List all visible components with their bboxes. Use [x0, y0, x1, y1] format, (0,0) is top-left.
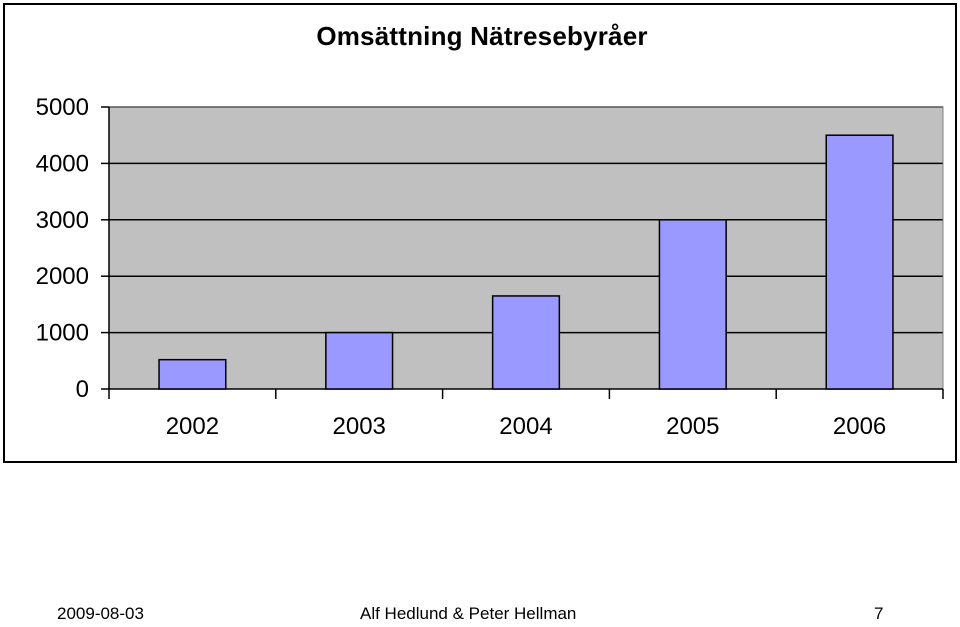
bar-2006 [825, 134, 894, 390]
x-tick-label: 2004 [499, 413, 552, 440]
footer-date: 2009-08-03 [57, 604, 144, 623]
y-tick-label: 5000 [36, 94, 89, 121]
bar-chart: 0 1000 2000 3000 4000 5000 2002 2003 2004 2005 200… [36, 94, 944, 440]
x-tick-label: 2005 [666, 413, 719, 440]
x-tick-label: 2006 [833, 413, 886, 440]
chart-frame: Omsättning Nätresebyråer 0 1000 2000 3000 40… [3, 3, 957, 463]
footer-authors: Alf Hedlund & Peter Hellman [360, 604, 577, 623]
y-tick-label: 3000 [36, 207, 89, 234]
x-tick-label: 2003 [333, 413, 386, 440]
x-tick-label: 2002 [166, 413, 219, 440]
y-tick-label: 2000 [36, 263, 89, 290]
bar-2002 [158, 358, 227, 390]
y-tick-label: 1000 [36, 320, 89, 347]
bar-2004 [491, 295, 561, 390]
footer-page-number: 7 [874, 604, 884, 623]
bar-2003 [325, 331, 394, 390]
chart-title: Omsättning Nätresebyråer [316, 21, 648, 51]
bar-2005 [658, 219, 727, 390]
y-tick-label: 4000 [36, 150, 89, 177]
y-tick-label: 0 [76, 376, 89, 403]
